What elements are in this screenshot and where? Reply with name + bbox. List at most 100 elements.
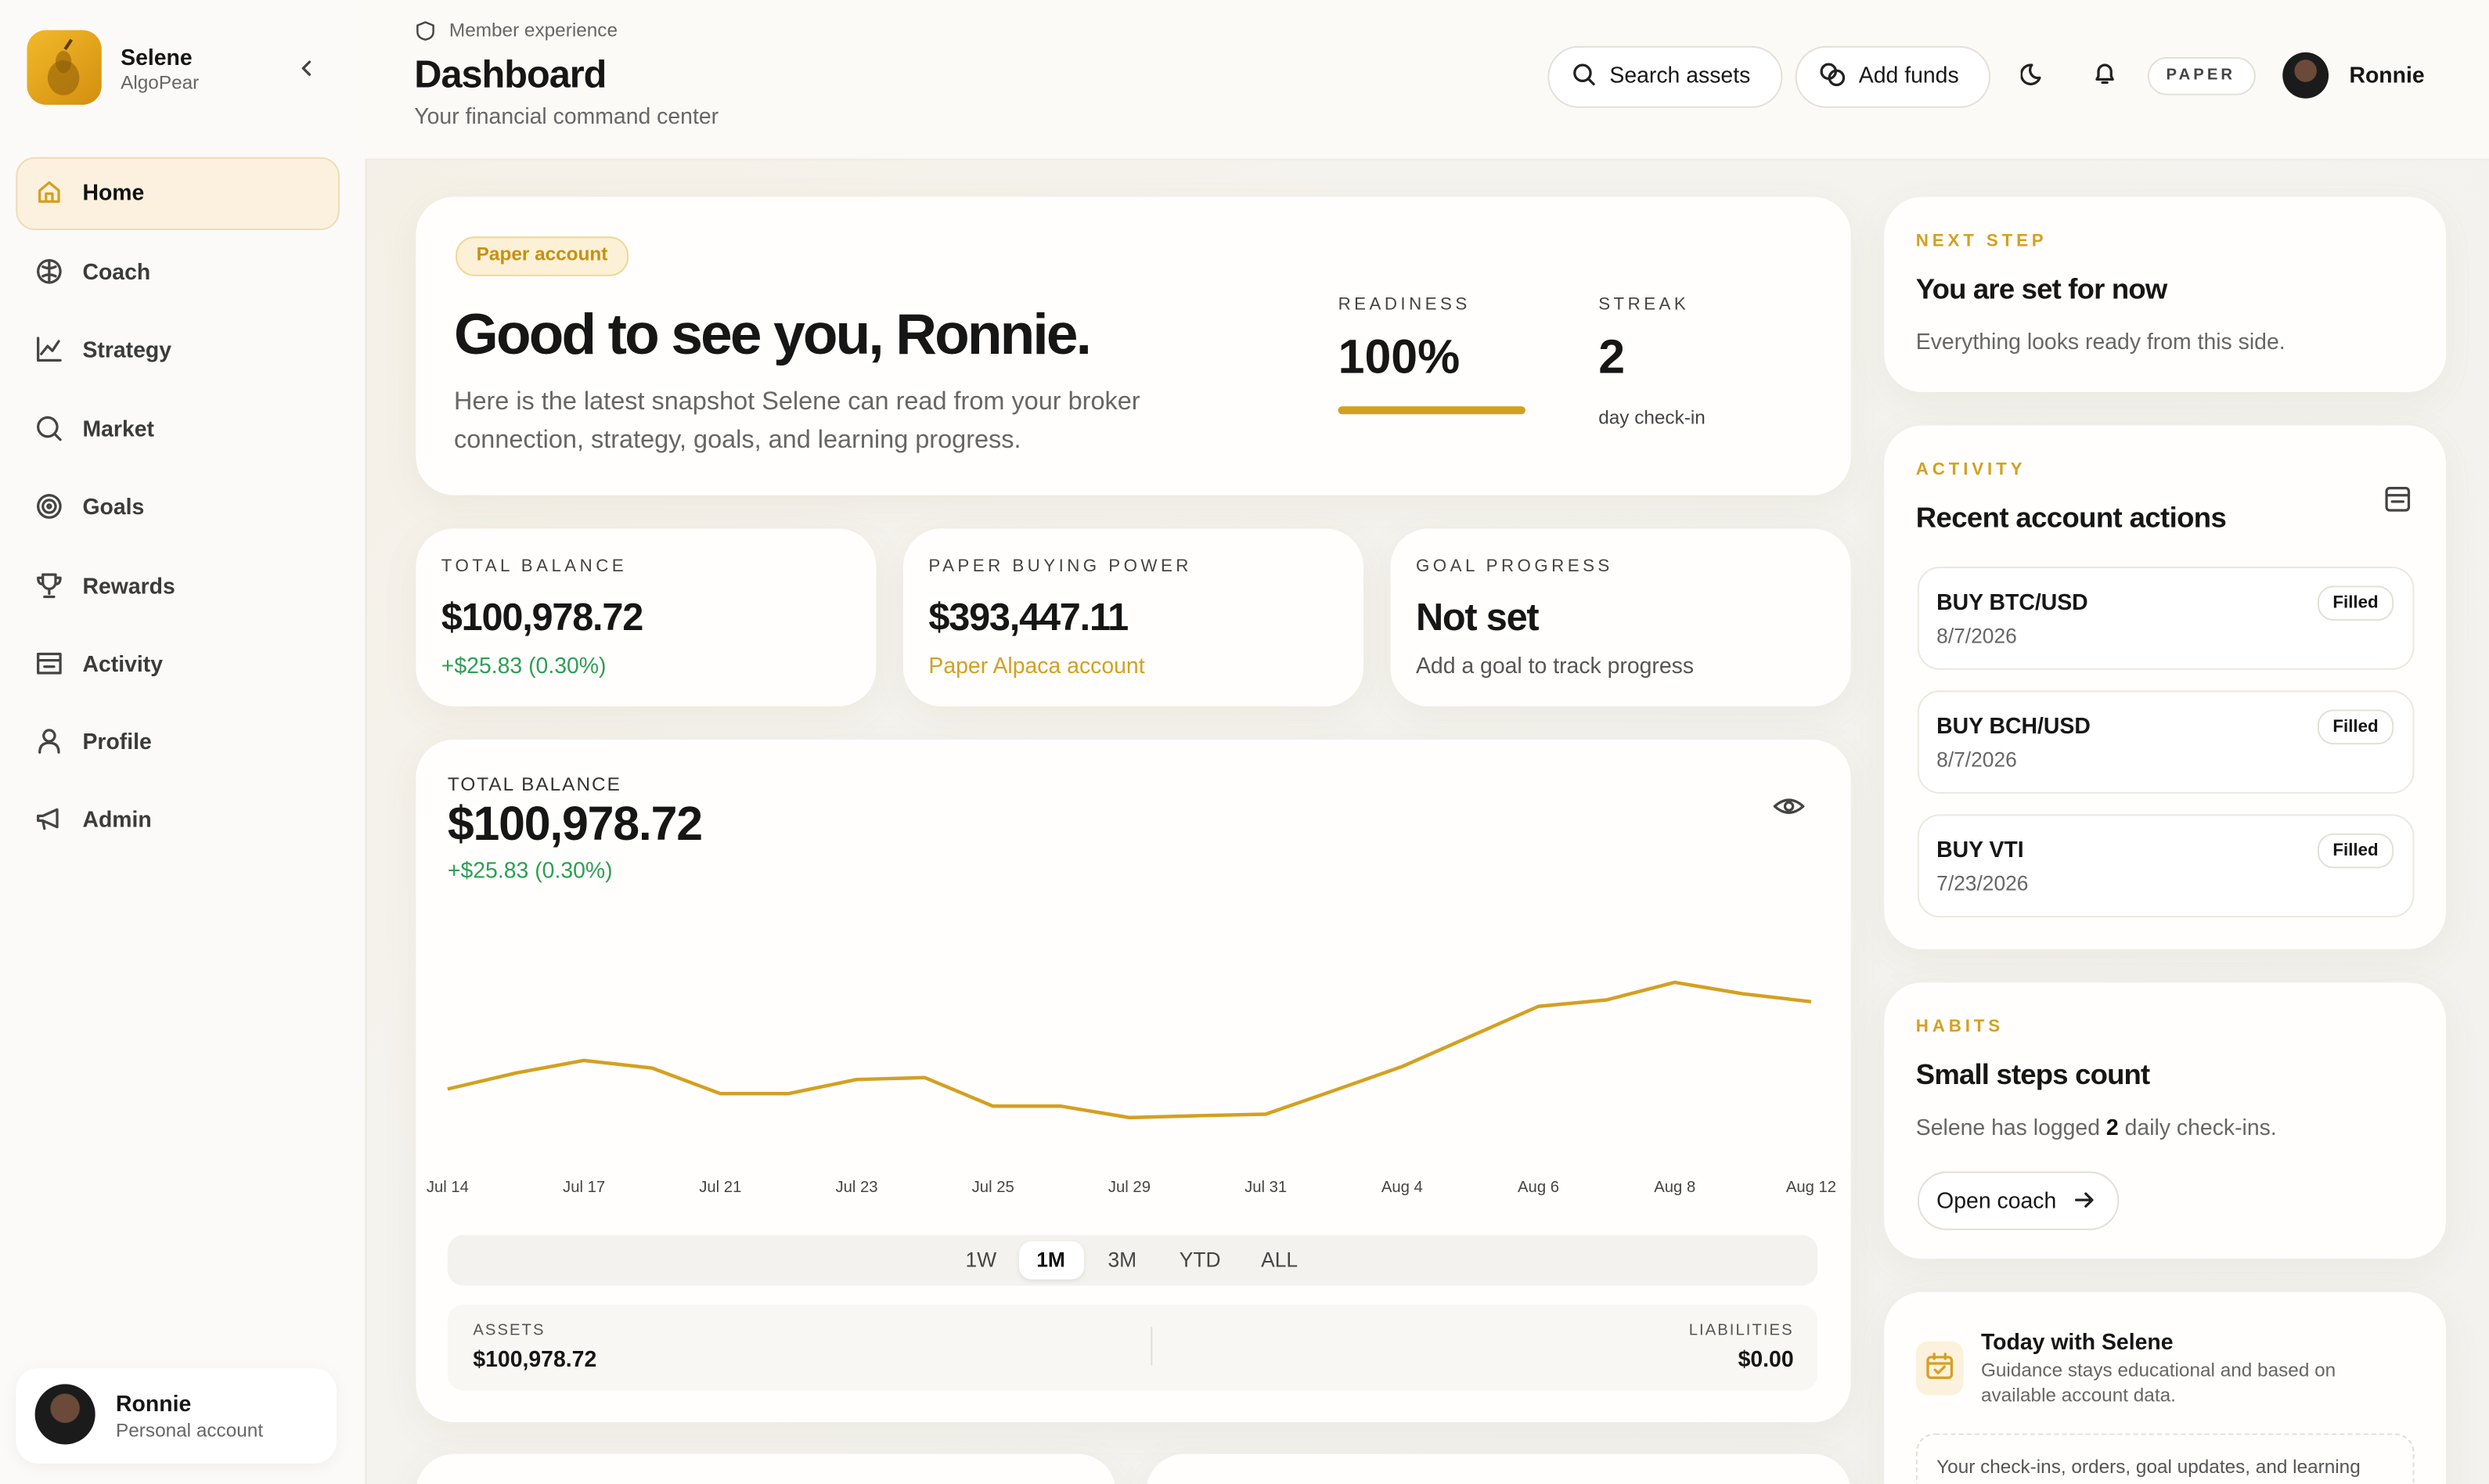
add-funds-button[interactable] (1795, 45, 1991, 108)
note-text: Your check-ins, orders, goal updates, an… (1936, 1455, 2361, 1479)
stat-sub: Paper Alpaca account (928, 652, 1145, 678)
user-avatar (34, 1384, 95, 1445)
brand-sub: AlgoPear (121, 71, 200, 94)
user-name: Ronnie (116, 1390, 192, 1416)
mode-badge-label: PAPER (2166, 67, 2236, 85)
toggle-visibility[interactable] (1773, 794, 1805, 819)
range-option[interactable]: 3M (1108, 1248, 1137, 1272)
stat-sub: Add a goal to track progress (1415, 652, 1695, 678)
calendar-icon (1926, 1353, 1954, 1379)
range-option[interactable]: 1M (1036, 1248, 1065, 1272)
x-tick-label: Aug 8 (1654, 1179, 1695, 1196)
text: daily check-ins. (2124, 1114, 2277, 1140)
search-icon (1573, 63, 1595, 86)
lower-card (416, 1453, 1116, 1484)
card-title: Today with Selene (1980, 1328, 2174, 1354)
search-button[interactable] (1547, 45, 1783, 108)
inbox-icon[interactable] (2384, 486, 2411, 513)
liabilities-value: $0.00 (1738, 1345, 1794, 1372)
stat-card (902, 528, 1364, 707)
header (365, 0, 2489, 160)
nav-item[interactable]: Goals (82, 493, 145, 520)
note-box (1915, 1433, 2415, 1484)
lower-card (1146, 1453, 1851, 1484)
x-tick-label: Jul 25 (972, 1179, 1014, 1196)
activity-item[interactable] (1917, 566, 2415, 670)
balance-chart: Jul 14 Jul 17 Jul 21 Jul 23 Jul 25 Jul 29 Jul … (427, 980, 1836, 1196)
status-pill: Filled (2317, 709, 2394, 745)
activity-date: 7/23/2026 (1936, 871, 2029, 895)
user-sub: Personal account (116, 1419, 264, 1442)
liabilities-label: LIABILITIES (1688, 1322, 1794, 1340)
card-text: Guidance stays educational and based on … (1980, 1358, 2336, 1407)
welcome-title: Good to see you, Ronnie. (454, 301, 1092, 367)
balance-label: TOTAL BALANCE (447, 773, 621, 796)
arrow-icon (2075, 1192, 2094, 1208)
stat-label: GOAL PROGRESS (1415, 556, 1613, 577)
brand-logo (27, 30, 102, 105)
notifications[interactable] (2092, 62, 2117, 87)
nav-icon (37, 808, 59, 830)
activity-action: BUY VTI (1936, 836, 2024, 863)
nav-item[interactable]: Profile (82, 728, 152, 755)
readiness-label: READINESS (1338, 295, 1471, 315)
streak-label: STREAK (1598, 295, 1690, 315)
header-avatar[interactable] (2282, 52, 2329, 99)
eyebrow: HABITS (1915, 1017, 2005, 1037)
theme-toggle[interactable] (2020, 62, 2046, 87)
stat-card (1390, 528, 1851, 707)
range-option[interactable]: YTD (1179, 1248, 1221, 1272)
x-tick-label: Aug 4 (1381, 1179, 1423, 1196)
nav-icon (37, 494, 62, 519)
assets-value: $100,978.72 (473, 1345, 597, 1372)
collapse-button[interactable] (295, 57, 317, 79)
nav-item[interactable]: Activity (82, 650, 164, 676)
nav-item[interactable]: Market (82, 416, 155, 441)
sidebar (0, 0, 367, 1484)
range-active (1018, 1241, 1085, 1280)
nav-item[interactable]: Admin (82, 806, 152, 832)
status-pill: Filled (2317, 585, 2394, 621)
card-title: Small steps count (1915, 1058, 2150, 1091)
eyebrow: ACTIVITY (1915, 460, 2026, 480)
x-tick-label: Jul 31 (1244, 1179, 1287, 1196)
range-bar (447, 1234, 1818, 1286)
nav-item[interactable]: Home (82, 179, 145, 205)
habits-text: Selene has logged 2 daily check-ins. (1916, 1115, 2277, 1140)
text: Selene has logged (1915, 1114, 2101, 1140)
divider (1151, 1327, 1153, 1366)
stat-card (416, 528, 877, 707)
eyebrow: NEXT STEP (1915, 232, 2048, 251)
nav-icon (37, 258, 62, 284)
today-card (1884, 1291, 2447, 1484)
x-tick-label: Jul 29 (1108, 1179, 1151, 1196)
nav-icon (37, 573, 62, 599)
stat-label: PAPER BUYING POWER (928, 556, 1192, 577)
nav-item[interactable]: Coach (82, 258, 151, 285)
range-option[interactable]: 1W (965, 1248, 997, 1272)
nav-item[interactable]: Rewards (82, 573, 175, 599)
mode-badge (2147, 57, 2256, 95)
stat-label: TOTAL BALANCE (441, 556, 628, 577)
stat-value: $100,978.72 (441, 596, 644, 640)
nav-item[interactable]: Strategy (82, 336, 172, 362)
x-tick-label: Jul 14 (427, 1179, 469, 1196)
count: 2 (2105, 1114, 2119, 1140)
x-tick-label: Jul 23 (835, 1179, 877, 1196)
streak-unit: day check-in (1598, 406, 1706, 429)
coins-icon (1820, 63, 1846, 87)
header-user: Ronnie (2349, 62, 2425, 88)
card-text: Everything looks ready from this side. (1915, 328, 2285, 355)
status-pill: Filled (2317, 833, 2394, 869)
search-label: Search assets (1609, 62, 1751, 88)
balance-change: +$25.83 (0.30%) (447, 857, 613, 883)
activity-action: BUY BTC/USD (1936, 589, 2088, 614)
readiness-bar (1338, 406, 1525, 415)
nav-icon (38, 729, 60, 754)
card-title: Recent account actions (1915, 501, 2227, 534)
range-option[interactable]: ALL (1261, 1248, 1299, 1272)
brand-name: Selene (121, 44, 193, 70)
stat-value: $393,447.11 (928, 596, 1129, 640)
